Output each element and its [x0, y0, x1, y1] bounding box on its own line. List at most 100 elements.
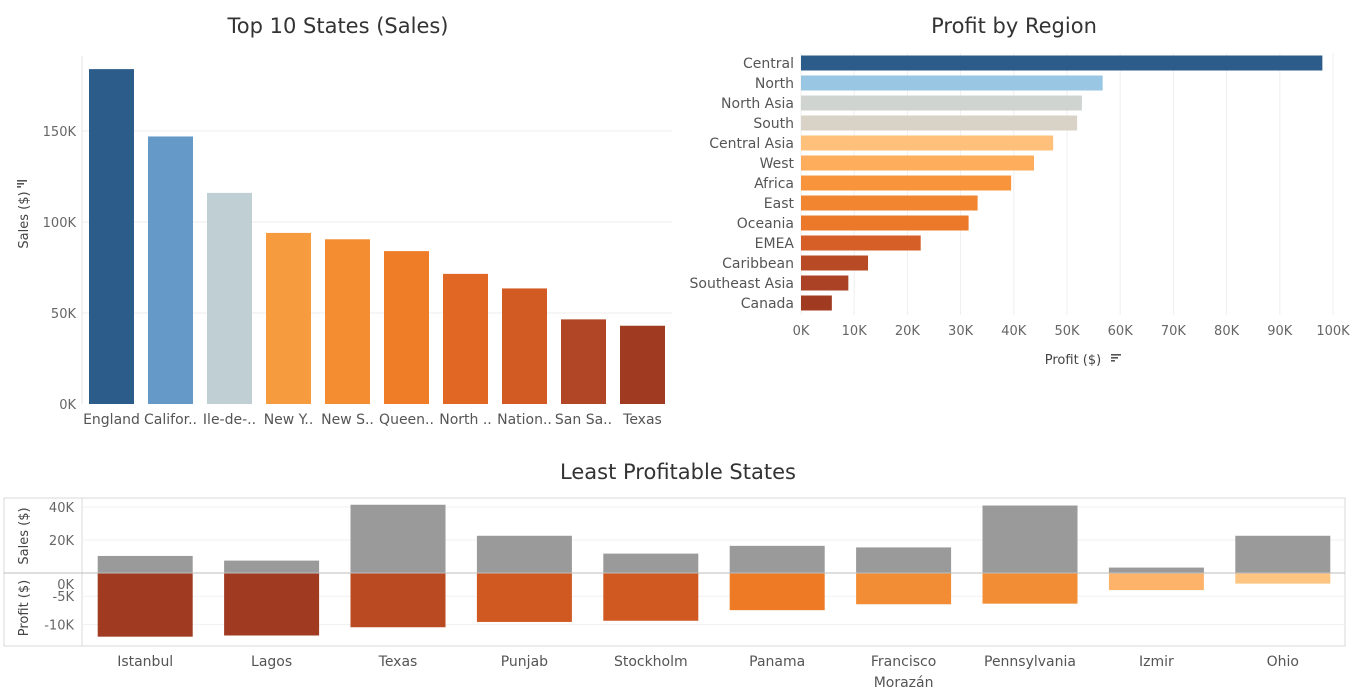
category-label: South — [753, 116, 794, 132]
x-tick-label: 80K — [1214, 324, 1240, 339]
sales-axis-title: Sales ($) — [17, 507, 32, 564]
bar — [89, 69, 134, 405]
bar — [801, 155, 1035, 171]
x-tick-label: Ile-de-.. — [203, 412, 256, 428]
y-tick-label: 0K — [57, 578, 74, 593]
x-tick-label: Panama — [749, 654, 805, 670]
category-label: Canada — [741, 296, 794, 312]
x-tick-label: Punjab — [501, 654, 548, 670]
bar — [266, 232, 311, 404]
least-profitable-states-chart: 40K 20K 0K-5K -10K Istanbul Lagos Texas Punjab S… — [3, 497, 1346, 691]
plot-frame — [3, 497, 1346, 647]
category-label: North Asia — [721, 96, 794, 112]
x-tick-label: Pennsylvania — [984, 654, 1076, 670]
profit-bar — [350, 573, 446, 628]
bar — [801, 55, 1323, 71]
bar — [801, 115, 1078, 131]
bar — [325, 239, 370, 404]
x-tick-label: Morazán — [874, 675, 934, 691]
x-tick-label: Stockholm — [614, 654, 688, 670]
profit-bar — [1108, 573, 1204, 591]
category-label: West — [760, 156, 795, 172]
chart3-title: Least Profitable States — [560, 460, 796, 484]
sales-bar — [603, 553, 699, 573]
x-tick-label: New S.. — [321, 412, 374, 428]
sales-bar — [982, 505, 1078, 573]
bar — [801, 275, 849, 291]
sort-icon[interactable] — [17, 180, 27, 188]
top-states-sales-chart: 0K 50K 100K 150K England Califor.. Ile-de-.. Ne… — [17, 56, 672, 428]
y-axis-title: Sales ($) — [17, 191, 32, 248]
bar — [801, 135, 1054, 151]
x-tick-label: Izmir — [1139, 654, 1174, 670]
x-tick-label: 90K — [1267, 324, 1293, 339]
sales-bar — [856, 547, 952, 573]
profit-axis-title: Profit ($) — [17, 580, 32, 636]
bar — [384, 251, 429, 404]
category-label: Caribbean — [722, 256, 794, 272]
bar — [801, 215, 969, 231]
x-tick-label: Queen.. — [379, 412, 434, 428]
x-tick-label: San Sa.. — [555, 412, 612, 428]
category-label: Central Asia — [709, 136, 794, 152]
sales-bar — [1108, 567, 1204, 573]
x-tick-label: 70K — [1161, 324, 1187, 339]
category-label: Southeast Asia — [690, 276, 794, 292]
chart1-title: Top 10 States (Sales) — [227, 14, 449, 38]
bar — [207, 192, 252, 404]
x-tick-label: 50K — [1054, 324, 1080, 339]
x-tick-label: 10K — [842, 324, 868, 339]
x-tick-label: Istanbul — [117, 654, 173, 670]
y-tick-label: 150K — [43, 125, 77, 140]
bar — [801, 255, 869, 271]
x-tick-label: Texas — [622, 412, 662, 428]
bar — [443, 273, 488, 404]
bar — [561, 319, 606, 404]
x-tick-label: England — [83, 412, 140, 428]
x-tick-label: 0K — [793, 324, 810, 339]
profit-bar — [603, 573, 699, 621]
y-tick-label: -10K — [44, 618, 74, 633]
sales-bar — [729, 545, 825, 573]
x-tick-label: 40K — [1001, 324, 1027, 339]
x-tick-label: Francisco — [871, 654, 936, 670]
sales-bar — [224, 560, 320, 573]
sales-bar — [1235, 535, 1331, 573]
profit-bar — [856, 573, 952, 605]
profit-bar — [476, 573, 572, 622]
bar — [502, 288, 547, 404]
x-tick-label: Lagos — [251, 654, 292, 670]
x-tick-label: Califor.. — [144, 412, 197, 428]
x-axis-title: Profit ($) — [1045, 353, 1101, 368]
category-label: East — [764, 196, 795, 212]
sales-bar — [350, 504, 446, 573]
x-tick-label: Nation.. — [497, 412, 552, 428]
profit-by-region-chart: 0K 10K 20K 30K 40K 50K 60K 70K 80K 90K 100K Central… — [690, 53, 1350, 368]
sales-bar — [476, 535, 572, 573]
category-label: Africa — [754, 176, 794, 192]
sort-icon[interactable] — [1111, 354, 1121, 362]
profit-bar — [982, 573, 1078, 604]
bar — [148, 136, 193, 404]
bar — [801, 95, 1082, 111]
y-tick-label: 50K — [51, 307, 77, 322]
x-tick-label: Texas — [378, 654, 418, 670]
sales-bar — [97, 555, 193, 573]
y-tick-label: 40K — [49, 501, 75, 516]
profit-bar — [224, 573, 320, 636]
category-label: North — [755, 76, 794, 92]
x-tick-label: 100K — [1316, 324, 1350, 339]
x-tick-label: 60K — [1108, 324, 1134, 339]
bar — [801, 195, 978, 211]
category-label: EMEA — [755, 236, 795, 252]
category-label: Central — [743, 56, 794, 72]
x-tick-label: Ohio — [1267, 654, 1299, 670]
bar — [801, 175, 1012, 191]
y-tick-label: 100K — [43, 216, 77, 231]
y-tick-label: 0K — [59, 398, 76, 413]
profit-bar — [1235, 573, 1331, 584]
y-tick-label: -5K — [53, 590, 75, 605]
bar — [801, 235, 921, 251]
bar — [801, 75, 1103, 91]
x-tick-label: North .. — [439, 412, 492, 428]
